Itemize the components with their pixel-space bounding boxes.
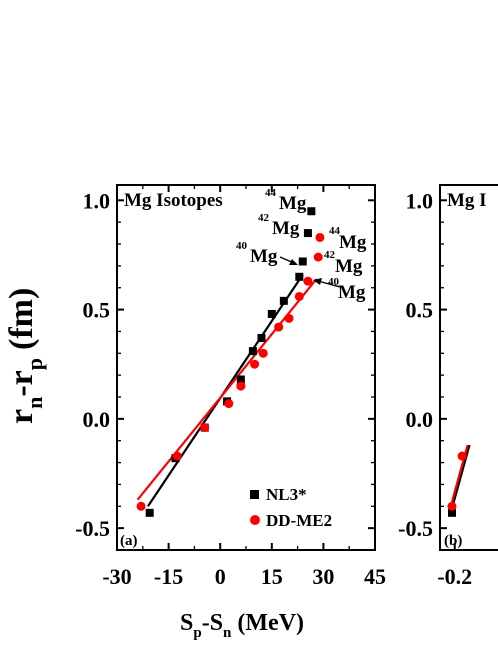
fit-line-a-1 <box>136 278 318 501</box>
svg-text:Mg: Mg <box>338 282 366 303</box>
y-tick-label: -0.5 <box>398 516 433 541</box>
x-tick-label: -30 <box>102 564 131 589</box>
point-a-ddme2-11 <box>313 252 323 262</box>
panel-b-frame <box>439 184 498 551</box>
y-tick-label: 1.0 <box>83 188 111 213</box>
y-axis-title: rn-rp(fm) <box>3 288 47 424</box>
y-tick-label: 0.0 <box>406 407 434 432</box>
svg-text:rn-rp(fm): rn-rp(fm) <box>3 288 47 424</box>
point-b-ddme2-1 <box>457 451 467 461</box>
point-a-ddme2-3 <box>224 399 234 409</box>
legend-nl3-label: NL3* <box>266 485 307 504</box>
x-tick-label: -0.2 <box>437 564 472 589</box>
panel-b: -0.5 0.0 0.5 1.0 -0.2 Mg I (b) <box>398 184 498 589</box>
svg-text:40: 40 <box>236 240 248 252</box>
svg-text:42: 42 <box>324 249 336 261</box>
y-tick-label: 1.0 <box>406 188 434 213</box>
x-axis-title: Sp-Sn (MeV) <box>180 610 304 641</box>
point-a-nl3-10 <box>298 257 307 266</box>
point-a-ddme2-1 <box>172 451 182 461</box>
panel-b-title: Mg I <box>447 190 487 211</box>
point-a-nl3-8 <box>279 296 288 305</box>
panel-a-title: Mg Isotopes <box>124 190 223 211</box>
x-tick-label: 45 <box>364 564 386 589</box>
point-a-nl3-9 <box>295 272 304 281</box>
point-a-ddme2-12 <box>315 232 325 242</box>
svg-text:42: 42 <box>258 212 270 224</box>
svg-text:Mg: Mg <box>335 256 363 277</box>
annotation-40mg-nl3: 40 Mg <box>236 240 278 267</box>
point-a-ddme2-4 <box>236 381 246 391</box>
point-a-nl3-11 <box>303 229 312 238</box>
point-a-ddme2-6 <box>258 348 268 358</box>
panel-a: -0.5 0.0 0.5 1.0 -30 -15 0 15 30 45 Mg Isotopes (… <box>3 184 386 641</box>
svg-text:Mg: Mg <box>279 193 307 214</box>
legend: NL3* DD-ME2 <box>250 485 332 530</box>
point-a-nl3-4 <box>236 375 245 384</box>
annotation-40mg-ddme2: 40 Mg <box>328 276 366 303</box>
point-a-nl3-0 <box>145 508 154 517</box>
y-tick-label: 0.0 <box>83 407 111 432</box>
panel-b-label: (b) <box>444 533 462 549</box>
svg-text:40: 40 <box>328 276 340 288</box>
point-a-nl3-12 <box>307 207 316 216</box>
svg-text:44: 44 <box>329 225 341 237</box>
panel-a-fit-lines <box>136 273 318 507</box>
point-a-ddme2-8 <box>284 313 294 323</box>
legend-nl3-marker <box>250 490 259 499</box>
point-b-ddme2-0 <box>447 501 457 511</box>
legend-ddme2-marker <box>250 515 260 525</box>
panel-b-ticks: -0.5 0.0 0.5 1.0 -0.2 <box>398 188 472 589</box>
svg-text:44: 44 <box>265 187 277 199</box>
svg-text:Mg: Mg <box>272 218 300 239</box>
y-tick-label: 0.5 <box>83 298 111 323</box>
point-a-ddme2-0 <box>136 501 146 511</box>
legend-ddme2-label: DD-ME2 <box>266 511 332 530</box>
svg-text:Mg: Mg <box>339 232 367 253</box>
annotation-42mg-ddme2: 42 Mg <box>324 249 363 277</box>
x-tick-label: 30 <box>312 564 334 589</box>
annotation-40mg-nl3-arrow <box>279 256 298 265</box>
panel-a-points <box>136 207 325 517</box>
point-a-ddme2-7 <box>274 322 284 332</box>
point-a-nl3-6 <box>257 333 266 342</box>
point-a-ddme2-2 <box>200 423 210 433</box>
x-tick-label: 0 <box>215 564 226 589</box>
x-tick-label: 15 <box>261 564 283 589</box>
annotation-44mg-nl3: 44 Mg <box>265 187 307 214</box>
annotation-42mg-nl3: 42 Mg <box>258 212 300 239</box>
point-a-ddme2-10 <box>303 276 313 286</box>
y-tick-label: -0.5 <box>75 516 110 541</box>
point-a-ddme2-9 <box>294 291 304 301</box>
point-a-nl3-5 <box>248 347 257 356</box>
point-b-nl3-0 <box>447 508 456 517</box>
panel-a-ticks: -0.5 0.0 0.5 1.0 -30 -15 0 15 30 45 <box>75 185 386 589</box>
panel-b-points <box>447 451 467 517</box>
annotation-40mg-ddme2-arrow <box>313 278 341 288</box>
point-a-ddme2-5 <box>250 359 260 369</box>
panel-a-label: (a) <box>120 533 138 549</box>
y-tick-label: 0.5 <box>406 298 434 323</box>
svg-text:Sp-Sn(MeV): Sp-Sn (MeV) <box>180 610 304 641</box>
point-a-nl3-7 <box>267 309 276 318</box>
svg-text:Mg: Mg <box>250 246 278 267</box>
x-tick-label: -15 <box>154 564 183 589</box>
annotation-44mg-ddme2: 44 Mg <box>329 225 367 253</box>
